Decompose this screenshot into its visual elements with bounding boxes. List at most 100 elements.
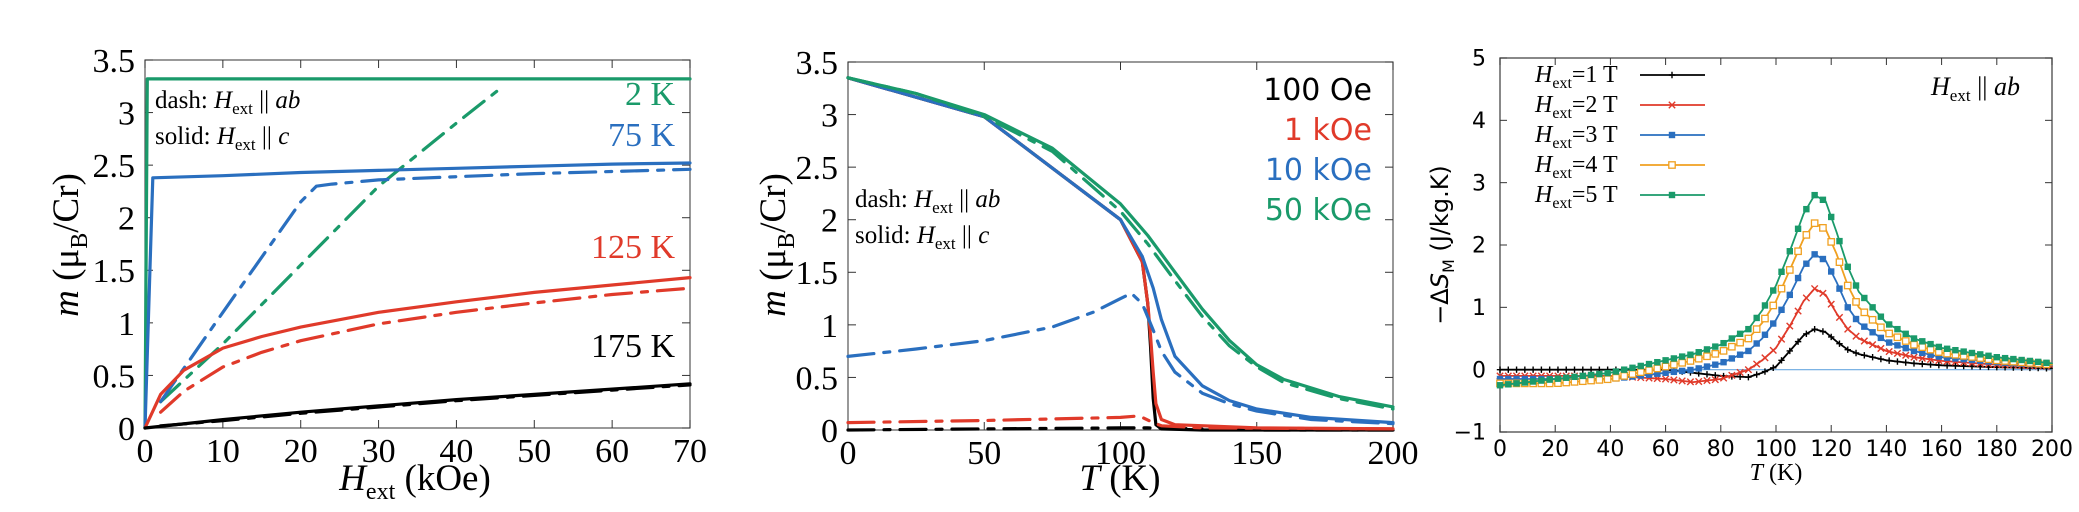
data-point (1769, 301, 1778, 310)
data-point (1621, 366, 1628, 373)
data-point (1852, 349, 1860, 357)
data-point (1637, 362, 1644, 370)
series-label: 10 kOe (1265, 153, 1372, 188)
data-point (2043, 359, 2050, 367)
data-point (1894, 325, 1901, 333)
data-point (1877, 344, 1885, 353)
data-point (1910, 340, 1918, 349)
data-point (1810, 219, 1819, 228)
data-point (1935, 343, 1943, 351)
data-point (1745, 325, 1752, 333)
series-line-dash (846, 76, 1395, 411)
legend-text: solid: Hext || c (155, 123, 289, 154)
data-point (1993, 354, 2000, 361)
data-point (1885, 339, 1893, 346)
chart-magnetization-vs-temperature: 0 50 100 150 200 0 0.5 1 1.5 2 2.5 3 3.5 100 Oe 1 kOe 1… (753, 45, 1419, 499)
x-tick-label: 150 (1231, 435, 1282, 472)
data-point (1918, 354, 1926, 363)
x-tick-label: 10 (206, 433, 240, 470)
data-point (1703, 352, 1711, 361)
data-point (1745, 373, 1752, 381)
data-point (1819, 289, 1827, 298)
data-point (1653, 364, 1662, 373)
data-point (1977, 351, 1984, 358)
data-point (1919, 349, 1926, 357)
data-point (1868, 315, 1877, 324)
data-point (1687, 366, 1694, 374)
data-point (1819, 196, 1827, 204)
data-point (1827, 238, 1836, 246)
y-tick-label: 1 (821, 308, 838, 345)
data-point (1919, 360, 1926, 368)
data-point (1736, 368, 1744, 377)
data-point (1521, 366, 1529, 373)
y-tick-label: 3 (821, 97, 838, 134)
data-point (1719, 374, 1728, 382)
x-tick-label: 200 (1368, 435, 1419, 472)
data-point (1513, 380, 1520, 387)
data-point (1960, 362, 1967, 370)
data-point (1828, 213, 1835, 221)
data-point (1496, 366, 1504, 373)
data-point (1943, 362, 1951, 369)
data-point (1703, 371, 1711, 378)
x-tick-label: 40 (439, 433, 473, 470)
x-tick-label: 40 (1596, 437, 1624, 462)
data-point (2035, 358, 2042, 366)
y-tick-label: 0 (821, 413, 838, 450)
data-point (1770, 364, 1777, 371)
chart-entropy-change-vs-temperature: 0 20 40 60 80 100 120 140 160 180 200 −1 0 1 2 3 4 5 Hext=… (1426, 47, 2073, 486)
data-point (1902, 351, 1910, 360)
data-point (1612, 373, 1620, 382)
chart-magnetization-vs-field: 0 10 20 30 40 50 60 70 0 0.5 1 1.5 2 2.5 3 3.5 2 K 75 K 12… (46, 43, 707, 505)
y-tick-label: 0.5 (796, 360, 839, 397)
data-point (1695, 365, 1702, 372)
data-point (1810, 284, 1819, 293)
x-tick-label: 50 (517, 433, 551, 470)
data-point (1529, 366, 1537, 373)
data-point (1703, 363, 1711, 370)
y-tick-label: 2 (118, 201, 135, 238)
y-tick-label: 0.5 (93, 358, 136, 395)
data-point (1603, 375, 1612, 384)
data-point (1554, 366, 1562, 373)
data-point (1546, 366, 1553, 373)
data-point (1927, 340, 1934, 348)
data-point (1861, 352, 1868, 359)
y-tick-label: 1.5 (93, 253, 136, 290)
data-point (1728, 355, 1736, 362)
data-point (1794, 307, 1802, 315)
data-point (1496, 382, 1504, 389)
data-point (1893, 349, 1902, 358)
y-axis-label: −ΔSM (J/kg.K) (1426, 165, 1458, 325)
x-tick-label: 20 (1541, 437, 1569, 462)
data-point (1744, 365, 1753, 374)
data-point (1828, 268, 1835, 275)
y-tick-label: 0 (1472, 358, 1486, 383)
data-point (1835, 313, 1844, 322)
data-point (1695, 349, 1702, 356)
data-point (1695, 377, 1703, 386)
data-point (1546, 376, 1553, 383)
x-tick-label: 60 (1652, 437, 1680, 462)
data-point (1596, 370, 1603, 378)
data-point (1521, 375, 1529, 383)
series-line-dash (846, 291, 1395, 426)
series-line-dash (159, 286, 692, 414)
data-point (1885, 329, 1894, 338)
data-point (1852, 332, 1860, 340)
data-point (1513, 366, 1520, 373)
data-point (1727, 342, 1736, 351)
data-point (1778, 357, 1785, 364)
data-point (1852, 282, 1860, 289)
data-point (1538, 366, 1545, 373)
data-point (1712, 372, 1719, 379)
data-point (1629, 364, 1636, 371)
data-point (1943, 345, 1951, 352)
x-tick-label: 160 (1921, 437, 1963, 462)
series-label: 125 K (591, 229, 676, 266)
data-point (1668, 161, 1676, 169)
data-point (2026, 357, 2034, 365)
data-point (1819, 328, 1827, 335)
x-tick-label: 100 (1755, 437, 1797, 462)
